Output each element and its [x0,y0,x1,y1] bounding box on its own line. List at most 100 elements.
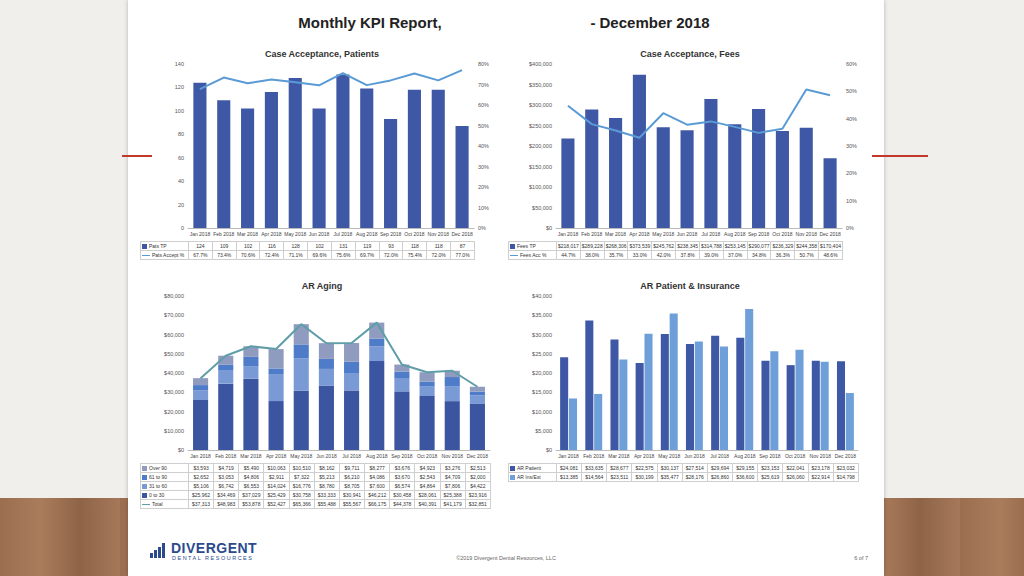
svg-text:Apr 2018: Apr 2018 [629,231,650,237]
svg-text:$60,000: $60,000 [164,332,184,338]
svg-text:Feb 2018: Feb 2018 [581,231,602,237]
svg-text:AR Patient & Insurance: AR Patient & Insurance [640,281,740,291]
svg-text:Mar 2018: Mar 2018 [605,231,626,237]
svg-text:40: 40 [178,178,184,184]
svg-text:Oct 2018: Oct 2018 [417,453,438,459]
svg-text:Mar 2018: Mar 2018 [237,231,258,237]
svg-text:0%: 0% [478,225,486,231]
svg-text:0: 0 [181,225,184,231]
svg-text:0%: 0% [846,225,854,231]
svg-text:Jun 2018: Jun 2018 [684,453,705,459]
svg-text:Dec 2018: Dec 2018 [467,453,489,459]
svg-text:Jun 2018: Jun 2018 [677,231,698,237]
svg-text:80%: 80% [478,61,489,67]
svg-text:$40,000: $40,000 [164,370,184,376]
svg-text:$15,000: $15,000 [532,389,552,395]
svg-text:Nov 2018: Nov 2018 [810,453,832,459]
svg-text:Nov 2018: Nov 2018 [796,231,818,237]
svg-text:20%: 20% [478,184,489,190]
svg-text:40%: 40% [478,143,489,149]
svg-text:140: 140 [175,61,184,67]
svg-text:20: 20 [178,202,184,208]
svg-text:120: 120 [175,84,184,90]
svg-text:May 2018: May 2018 [284,231,306,237]
svg-text:Aug 2018: Aug 2018 [356,231,378,237]
svg-text:Jun 2018: Jun 2018 [316,453,337,459]
svg-text:$5,000: $5,000 [535,428,552,434]
svg-text:Mar 2018: Mar 2018 [608,453,629,459]
svg-text:Mar 2018: Mar 2018 [240,453,261,459]
svg-text:Jul 2018: Jul 2018 [333,231,352,237]
svg-text:Feb 2018: Feb 2018 [583,453,604,459]
svg-text:Jul 2018: Jul 2018 [710,453,729,459]
svg-text:Feb 2018: Feb 2018 [213,231,234,237]
svg-text:30%: 30% [846,143,857,149]
svg-text:Apr 2018: Apr 2018 [261,231,282,237]
svg-text:80: 80 [178,131,184,137]
svg-text:100: 100 [175,108,184,114]
svg-text:Dec 2018: Dec 2018 [819,231,841,237]
svg-text:$0: $0 [546,225,552,231]
svg-text:Jun 2018: Jun 2018 [309,231,330,237]
svg-text:May 2018: May 2018 [290,453,312,459]
svg-text:$40,000: $40,000 [532,293,552,299]
svg-text:$400,000: $400,000 [529,61,552,67]
svg-text:$50,000: $50,000 [164,351,184,357]
svg-text:Feb 2018: Feb 2018 [215,453,236,459]
svg-text:Jan 2018: Jan 2018 [558,231,579,237]
svg-text:Jan 2018: Jan 2018 [190,231,211,237]
svg-text:$250,000: $250,000 [529,123,552,129]
svg-text:Nov 2018: Nov 2018 [442,453,464,459]
svg-text:Oct 2018: Oct 2018 [785,453,806,459]
svg-text:$300,000: $300,000 [529,102,552,108]
svg-text:70%: 70% [478,82,489,88]
svg-text:Nov 2018: Nov 2018 [428,231,450,237]
svg-text:Sep 2018: Sep 2018 [748,231,770,237]
svg-text:$30,000: $30,000 [164,389,184,395]
svg-text:Case Acceptance, Patients: Case Acceptance, Patients [265,49,379,59]
svg-text:$30,000: $30,000 [532,332,552,338]
svg-text:Case Acceptance, Fees: Case Acceptance, Fees [640,49,740,59]
svg-text:30%: 30% [478,164,489,170]
svg-text:$150,000: $150,000 [529,164,552,170]
svg-text:60: 60 [178,155,184,161]
svg-text:60%: 60% [846,61,857,67]
svg-text:$25,000: $25,000 [532,351,552,357]
svg-text:$20,000: $20,000 [164,409,184,415]
svg-text:Apr 2018: Apr 2018 [634,453,655,459]
svg-text:Sep 2018: Sep 2018 [759,453,781,459]
svg-text:$100,000: $100,000 [529,184,552,190]
svg-text:AR Aging: AR Aging [302,281,343,291]
svg-text:$20,000: $20,000 [532,370,552,376]
svg-text:Jul 2018: Jul 2018 [701,231,720,237]
svg-text:10%: 10% [846,198,857,204]
svg-text:$200,000: $200,000 [529,143,552,149]
svg-text:$0: $0 [546,447,552,453]
svg-text:Sep 2018: Sep 2018 [380,231,402,237]
svg-text:May 2018: May 2018 [652,231,674,237]
svg-text:50%: 50% [846,88,857,94]
svg-text:Jan 2018: Jan 2018 [190,453,211,459]
svg-text:$80,000: $80,000 [164,293,184,299]
svg-text:Dec 2018: Dec 2018 [451,231,473,237]
svg-text:$10,000: $10,000 [532,409,552,415]
svg-text:20%: 20% [846,170,857,176]
svg-text:Apr 2018: Apr 2018 [266,453,287,459]
svg-text:$50,000: $50,000 [532,205,552,211]
svg-text:Aug 2018: Aug 2018 [366,453,388,459]
svg-text:$70,000: $70,000 [164,312,184,318]
svg-text:$350,000: $350,000 [529,82,552,88]
svg-text:$0: $0 [178,447,184,453]
svg-text:60%: 60% [478,102,489,108]
svg-text:Oct 2018: Oct 2018 [404,231,425,237]
svg-text:10%: 10% [478,205,489,211]
svg-text:Dec 2018: Dec 2018 [835,453,857,459]
svg-text:Jan 2018: Jan 2018 [558,453,579,459]
svg-text:40%: 40% [846,116,857,122]
svg-text:Aug 2018: Aug 2018 [724,231,746,237]
svg-text:$35,000: $35,000 [532,312,552,318]
svg-text:Oct 2018: Oct 2018 [772,231,793,237]
svg-text:May 2018: May 2018 [658,453,680,459]
svg-text:Jul 2018: Jul 2018 [342,453,361,459]
svg-text:Aug 2018: Aug 2018 [734,453,756,459]
